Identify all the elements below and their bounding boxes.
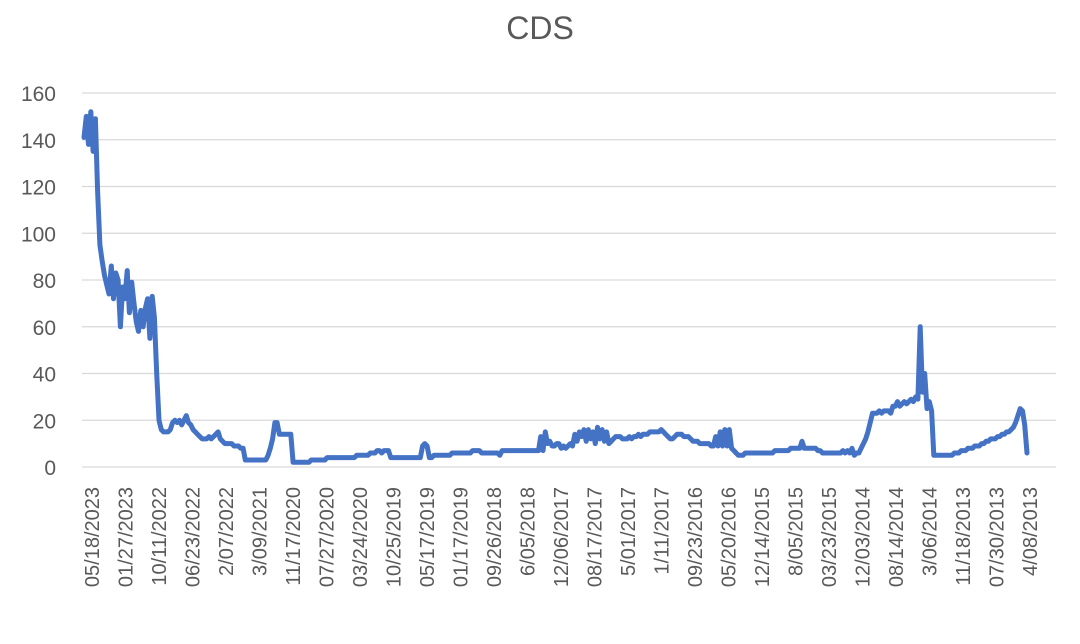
x-tick-label: 5/01/2017: [618, 487, 640, 576]
x-tick-label: 10/25/2019: [384, 487, 406, 587]
x-tick-label: 03/24/2020: [350, 487, 372, 587]
x-tick-label: 12/03/2014: [853, 487, 875, 587]
x-tick-label: 01/27/2023: [116, 487, 138, 587]
series-line-0: [81, 109, 1030, 465]
x-tick-label: 09/26/2018: [484, 487, 506, 587]
chart-title: CDS: [506, 10, 574, 46]
x-tick-label: 06/23/2022: [183, 487, 205, 587]
y-tick-label: 0: [44, 457, 56, 480]
x-tick-label: 07/30/2013: [987, 487, 1009, 587]
x-tick-label: 05/17/2019: [417, 487, 439, 587]
y-tick-label: 120: [21, 177, 56, 200]
x-tick-label: 12/06/2017: [551, 487, 573, 587]
y-tick-label: 20: [33, 410, 56, 433]
x-axis-ticks: 05/18/2023 01/27/2023 10/11/2022 06/23/2022…: [82, 487, 1042, 587]
x-tick-label: 4/08/2013: [1020, 487, 1042, 576]
y-axis-ticks: 0 20 40 60 80 100 120 140 160: [21, 83, 56, 480]
x-tick-label: 3/06/2014: [920, 487, 942, 576]
x-tick-label: 8/05/2015: [786, 487, 808, 576]
x-tick-label: 07/27/2020: [317, 487, 339, 587]
x-tick-label: 05/18/2023: [82, 487, 104, 587]
x-tick-label: 01/17/2019: [451, 487, 473, 587]
x-tick-label: 2/07/2022: [216, 487, 238, 576]
x-tick-label: 11/17/2020: [283, 487, 305, 586]
x-tick-label: 1/11/2017: [652, 487, 674, 575]
x-tick-label: 11/18/2013: [953, 487, 975, 586]
series-layer: [81, 109, 1030, 465]
x-tick-label: 09/23/2016: [685, 487, 707, 587]
y-tick-label: 140: [21, 130, 56, 153]
y-tick-label: 160: [21, 83, 56, 106]
x-tick-label: 08/17/2017: [585, 487, 607, 587]
x-tick-label: 05/20/2016: [719, 487, 741, 587]
x-tick-label: 3/09/2021: [250, 487, 272, 576]
y-tick-label: 60: [33, 317, 56, 340]
y-tick-label: 100: [21, 223, 56, 246]
gridlines: [82, 92, 1056, 468]
x-tick-label: 03/23/2015: [819, 487, 841, 587]
x-tick-label: 12/14/2015: [752, 487, 774, 587]
x-tick-label: 6/05/2018: [518, 487, 540, 576]
x-tick-label: 10/11/2022: [149, 487, 171, 586]
y-tick-label: 40: [33, 364, 56, 387]
x-tick-label: 08/14/2014: [886, 487, 908, 587]
y-tick-label: 80: [33, 270, 56, 293]
